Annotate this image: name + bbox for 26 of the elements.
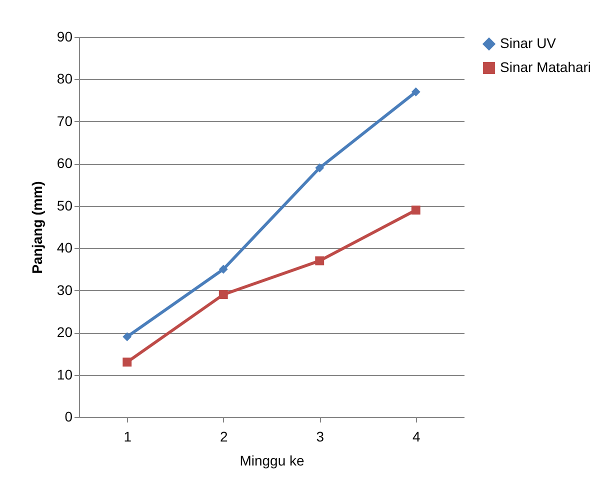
y-tick-label: 70	[56, 112, 73, 129]
point	[315, 163, 324, 172]
x-tick-label: 2	[220, 428, 228, 444]
x-tick-label: 4	[412, 428, 420, 444]
point	[122, 332, 132, 342]
point	[218, 264, 228, 274]
y-tick-label: 50	[56, 197, 73, 214]
y-tick-label: 60	[56, 155, 73, 172]
y-axis-title: Panjang (mm)	[28, 181, 45, 274]
point	[315, 256, 324, 266]
x-tick-label: 1	[124, 428, 132, 444]
y-tick-label: 90	[56, 28, 73, 44]
point	[411, 87, 420, 96]
point	[122, 358, 132, 367]
legend-label: Sinar UV	[500, 35, 557, 51]
y-tick-label: 30	[56, 282, 73, 298]
x-tick-label: 3	[316, 428, 324, 444]
legend-label: Sinar Matahari	[500, 59, 592, 75]
y-tick-label: 0	[64, 408, 73, 424]
x-axis-title: Minggu ke	[240, 452, 305, 468]
point	[411, 206, 420, 215]
y-tick-label: 40	[56, 240, 73, 256]
y-tick-label: 10	[56, 366, 73, 382]
y-tick-label: 20	[56, 324, 73, 340]
point	[218, 290, 228, 300]
y-tick-label: 80	[56, 70, 73, 87]
